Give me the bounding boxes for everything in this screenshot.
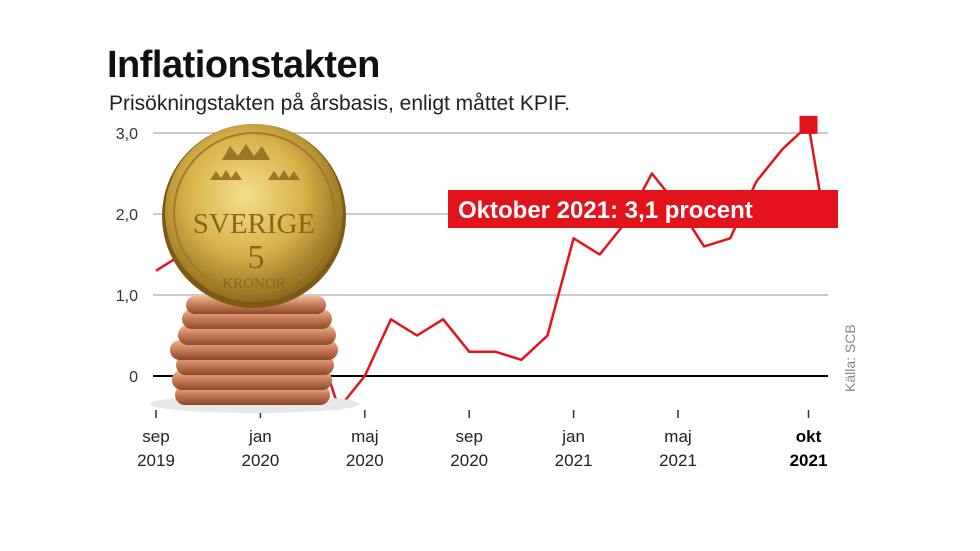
coin-unit-text: KRONOR [222,276,285,292]
copper-coin-stack [170,296,338,405]
x-tick-year: 2020 [450,451,488,470]
x-tick-year: 2020 [346,451,384,470]
y-tick-label: 0 [129,369,138,386]
x-tick-year: 2019 [137,451,175,470]
x-tick-month: jan [561,427,585,446]
x-tick-month: jan [248,427,272,446]
annotation-leader-line [808,130,822,197]
coin-denomination-text: 5 [248,239,265,276]
crown-icon [222,144,270,160]
coin-stack-image: SVERIGE 5 KRONOR [150,124,360,413]
x-tick-month: sep [142,427,169,446]
chart-title: Inflationstakten [107,44,380,86]
source-label: Källa: SCB [842,324,858,392]
x-tick-year: 2021 [790,451,828,470]
x-tick-month: sep [455,427,482,446]
x-tick-month: okt [796,427,822,446]
coin-country-text: SVERIGE [193,208,315,240]
y-tick-label: 2,0 [116,207,138,224]
x-tick-year: 2021 [659,451,697,470]
chart-subtitle: Prisökningstakten på årsbasis, enligt må… [109,92,571,115]
five-krona-coin: SVERIGE 5 KRONOR [162,124,346,308]
y-tick-label: 1,0 [116,288,138,305]
x-tick-month: maj [664,427,691,446]
last-point-marker [799,115,818,134]
annotation-box [448,190,838,228]
annotation-label: Oktober 2021: 3,1 procent [458,197,753,224]
x-tick-year: 2020 [241,451,279,470]
crown-icon [268,170,300,180]
crown-icon [210,170,242,180]
x-tick-month: maj [351,427,378,446]
y-tick-label: 3,0 [116,126,138,143]
x-tick-year: 2021 [555,451,593,470]
